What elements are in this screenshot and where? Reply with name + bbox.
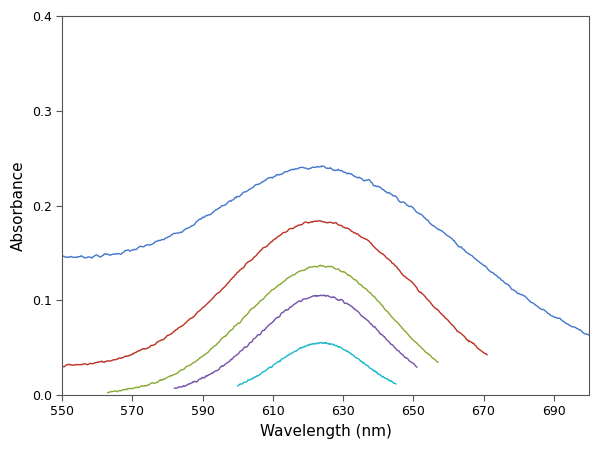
X-axis label: Wavelength (nm): Wavelength (nm) <box>260 424 391 439</box>
Y-axis label: Absorbance: Absorbance <box>11 160 26 251</box>
